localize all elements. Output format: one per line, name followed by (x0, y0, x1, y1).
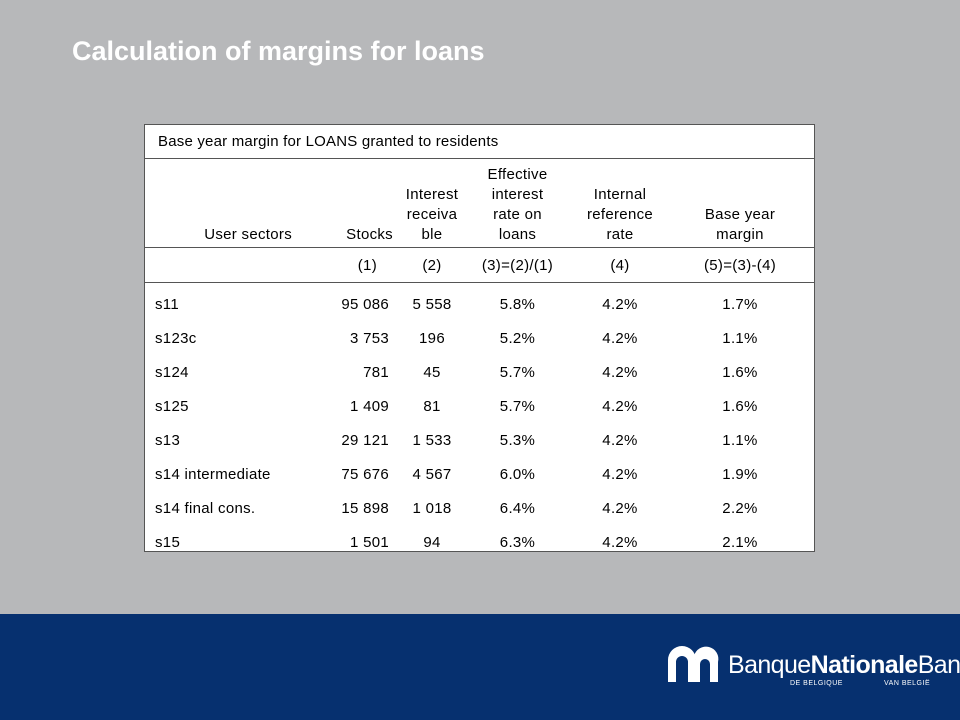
header-user-sectors: User sectors (145, 159, 308, 248)
cell-reference-rate: 4.2% (602, 533, 638, 551)
cell-interest: 81 (423, 397, 441, 415)
cell-effective-rate: 6.3% (499, 533, 536, 551)
header-effective-rate: Effective interest rate on loans (461, 159, 574, 248)
bank-logo-sub-left: DE BELGIQUE (790, 680, 843, 687)
margins-table-panel: Base year margin for LOANS granted to re… (144, 124, 815, 552)
cell-stocks: 1 409 (349, 397, 389, 415)
bank-logo: BanqueNationaleBank DE BELGIQUE VAN BELG… (666, 644, 960, 692)
cell-reference-rate: 4.2% (602, 431, 638, 449)
column-number: (4) (574, 247, 666, 283)
cell-stocks: 1 501 (349, 533, 389, 551)
column-number: (5)=(3)-(4) (666, 247, 814, 283)
cell-interest: 196 (419, 329, 445, 347)
cell-interest: 1 533 (412, 431, 452, 449)
cell-stocks: 95 086 (341, 295, 389, 313)
cell-reference-rate: 4.2% (602, 465, 638, 483)
cell-reference-rate: 4.2% (602, 397, 638, 415)
cell-sector: s13 (155, 431, 181, 449)
footer-band (0, 614, 960, 720)
cell-effective-rate: 6.4% (499, 499, 536, 517)
cell-effective-rate: 5.7% (499, 397, 536, 415)
column-number-empty (145, 247, 308, 283)
column-number: (2) (403, 247, 461, 283)
cell-effective-rate: 6.0% (499, 465, 536, 483)
table-row: s125 1 409 81 5.7% 4.2% 1.6% (145, 389, 814, 423)
table-row: s123c 3 753 196 5.2% 4.2% 1.1% (145, 321, 814, 355)
cell-margin: 1.1% (722, 329, 758, 347)
cell-sector: s123c (155, 329, 197, 347)
table-row: s124 781 45 5.7% 4.2% 1.6% (145, 355, 814, 389)
cell-margin: 1.1% (722, 431, 758, 449)
cell-stocks: 75 676 (341, 465, 389, 483)
cell-margin: 2.1% (722, 533, 758, 551)
table-row: s11 95 086 5 558 5.8% 4.2% 1.7% (145, 283, 814, 322)
cell-effective-rate: 5.8% (499, 295, 536, 313)
cell-reference-rate: 4.2% (602, 295, 638, 313)
bank-logo-sub-right: VAN BELGIË (884, 680, 931, 687)
cell-margin: 1.9% (722, 465, 758, 483)
cell-sector: s125 (155, 397, 189, 415)
header-stocks: Stocks (308, 159, 403, 248)
cell-interest: 45 (423, 363, 441, 381)
cell-effective-rate: 5.7% (499, 363, 536, 381)
cell-interest: 1 018 (412, 499, 452, 517)
table-header-row: User sectors Stocks Interest receiva ble… (145, 159, 814, 248)
cell-margin: 1.7% (722, 295, 758, 313)
cell-stocks: 3 753 (349, 329, 389, 347)
cell-interest: 4 567 (412, 465, 452, 483)
cell-reference-rate: 4.2% (602, 363, 638, 381)
cell-interest: 5 558 (412, 295, 452, 313)
cell-effective-rate: 5.2% (499, 329, 536, 347)
bank-logo-icon (668, 646, 719, 682)
cell-margin: 1.6% (722, 397, 758, 415)
cell-stocks: 781 (363, 363, 389, 381)
cell-effective-rate: 5.3% (499, 431, 536, 449)
cell-reference-rate: 4.2% (602, 499, 638, 517)
cell-sector: s14 final cons. (155, 499, 256, 517)
cell-sector: s14 intermediate (155, 465, 271, 483)
header-internal-reference-rate: Internal reference rate (574, 159, 666, 248)
table-row: s14 final cons. 15 898 1 018 6.4% 4.2% 2… (145, 491, 814, 525)
cell-margin: 2.2% (722, 499, 758, 517)
cell-reference-rate: 4.2% (602, 329, 638, 347)
cell-stocks: 15 898 (341, 499, 389, 517)
margins-table: User sectors Stocks Interest receiva ble… (145, 159, 814, 559)
table-row: s15 1 501 94 6.3% 4.2% 2.1% (145, 525, 814, 559)
column-number: (3)=(2)/(1) (461, 247, 574, 283)
column-number-row: (1) (2) (3)=(2)/(1) (4) (5)=(3)-(4) (145, 247, 814, 283)
cell-interest: 94 (423, 533, 441, 551)
table-row: s13 29 121 1 533 5.3% 4.2% 1.1% (145, 423, 814, 457)
column-number: (1) (308, 247, 403, 283)
table-row: s14 intermediate 75 676 4 567 6.0% 4.2% … (145, 457, 814, 491)
header-base-year-margin: Base year margin (666, 159, 814, 248)
slide-title: Calculation of margins for loans (72, 36, 485, 66)
bank-logo-name: BanqueNationaleBank (728, 651, 960, 679)
table-caption: Base year margin for LOANS granted to re… (145, 125, 814, 159)
cell-sector: s11 (155, 295, 179, 313)
cell-stocks: 29 121 (341, 431, 389, 449)
header-interest-receivable: Interest receiva ble (403, 159, 461, 248)
cell-sector: s15 (155, 533, 181, 551)
cell-sector: s124 (155, 363, 189, 381)
cell-margin: 1.6% (722, 363, 758, 381)
